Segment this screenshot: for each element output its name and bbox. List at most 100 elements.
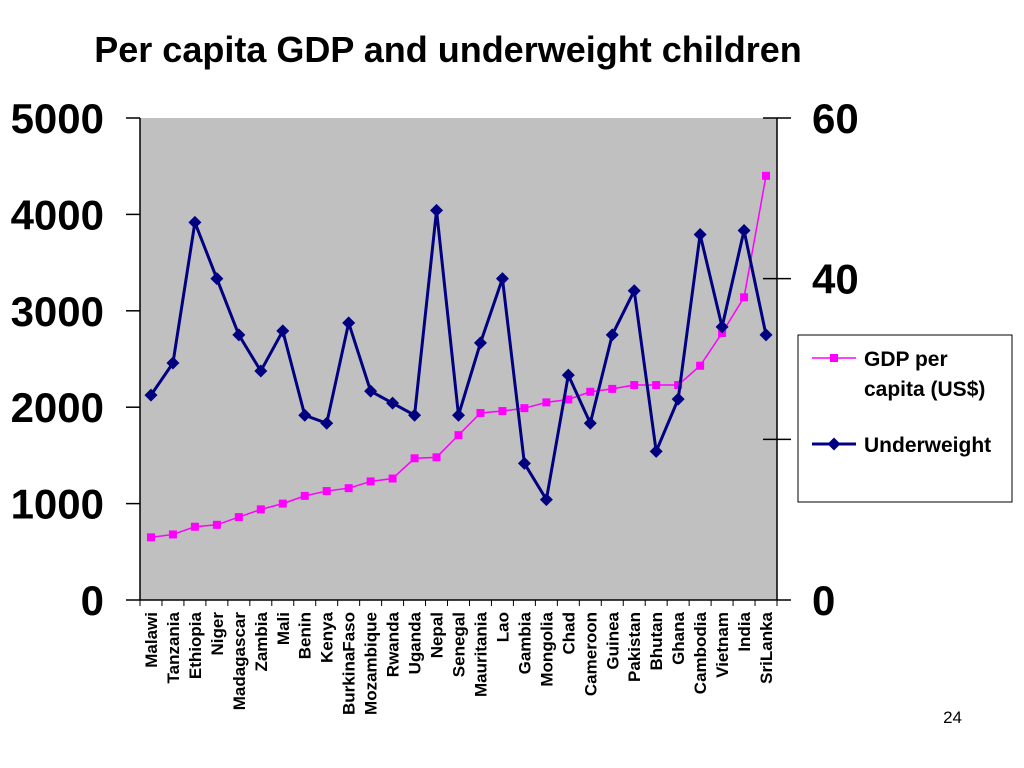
x-tick-label: SriLanka xyxy=(757,611,776,683)
x-tick-label: Uganda xyxy=(406,611,425,674)
left-tick-label: 1000 xyxy=(11,481,104,528)
x-tick-label: Senegal xyxy=(450,612,469,677)
data-point xyxy=(300,491,309,500)
data-point xyxy=(495,272,509,286)
x-tick-label: Kenya xyxy=(318,611,337,663)
x-tick-label: Lao xyxy=(493,612,512,642)
data-point xyxy=(564,395,573,404)
data-point xyxy=(322,487,331,496)
x-tick-label: Guinea xyxy=(603,611,622,669)
data-point xyxy=(166,356,180,370)
x-tick-label: Malawi xyxy=(142,612,161,668)
data-point xyxy=(410,454,419,463)
data-point xyxy=(652,381,661,390)
right-tick-label: 40 xyxy=(812,256,859,303)
data-point xyxy=(498,407,507,416)
data-point xyxy=(696,361,705,370)
data-point xyxy=(740,293,749,302)
data-point xyxy=(168,530,177,539)
data-point xyxy=(190,522,199,531)
x-tick-label: Ethiopia xyxy=(186,611,205,679)
data-point xyxy=(278,499,287,508)
data-point xyxy=(388,474,397,483)
plot-area xyxy=(140,118,777,600)
data-point xyxy=(298,408,312,422)
x-tick-label: Zambia xyxy=(252,611,271,671)
left-tick-label: 5000 xyxy=(11,95,104,142)
right-tick-label: 60 xyxy=(812,95,859,142)
data-point xyxy=(430,203,444,217)
data-point xyxy=(586,387,595,396)
left-tick-label: 3000 xyxy=(11,288,104,335)
data-point xyxy=(386,396,400,410)
data-point xyxy=(232,328,246,342)
left-tick-label: 2000 xyxy=(11,384,104,431)
data-point xyxy=(649,444,663,458)
right-axis-ticks: 0 40 60 xyxy=(763,95,859,624)
data-point xyxy=(715,320,729,334)
left-tick-label: 4000 xyxy=(11,191,104,238)
x-tick-label: Cambodia xyxy=(691,611,710,694)
chart-title: Per capita GDP and underweight children xyxy=(94,29,801,70)
data-point xyxy=(256,505,265,514)
data-point xyxy=(408,408,422,422)
data-point xyxy=(539,493,553,507)
series-diamond xyxy=(144,203,773,507)
legend-gdp-marker xyxy=(830,354,838,362)
x-tick-label: Mongolia xyxy=(537,611,556,686)
page-number: 24 xyxy=(943,708,962,727)
x-tick-label: Bhutan xyxy=(647,612,666,671)
data-point xyxy=(344,484,353,493)
x-tick-label: Madagascar xyxy=(230,612,249,711)
data-point xyxy=(476,408,485,417)
x-tick-label: Ghana xyxy=(669,611,688,664)
x-tick-label: BurkinaFaso xyxy=(340,612,359,715)
data-point xyxy=(454,431,463,440)
legend-box xyxy=(797,334,1013,503)
data-point xyxy=(693,227,707,241)
data-point xyxy=(364,384,378,398)
data-point xyxy=(212,520,221,529)
legend-underweight-label: Underweight xyxy=(864,434,991,457)
x-tick-label: Niger xyxy=(208,612,227,656)
data-point xyxy=(517,456,531,470)
data-point xyxy=(759,328,773,342)
data-point xyxy=(520,404,529,413)
left-axis-ticks: 0 1000 2000 3000 4000 5000 xyxy=(11,95,140,624)
right-tick-label: 0 xyxy=(812,577,835,624)
data-point xyxy=(605,328,619,342)
legend-underweight-marker xyxy=(827,437,841,451)
legend-gdp-label: GDP per capita (US$) xyxy=(864,348,985,401)
series-layer xyxy=(144,171,773,542)
data-point xyxy=(542,398,551,407)
data-point xyxy=(144,388,158,402)
data-point xyxy=(432,453,441,462)
x-tick-label: Rwanda xyxy=(384,611,403,677)
data-point xyxy=(146,533,155,542)
legend: GDP per capita (US$) Underweight xyxy=(797,334,1013,503)
data-point xyxy=(473,336,487,350)
x-tick-label: Cameroon xyxy=(581,612,600,696)
x-tick-label: Chad xyxy=(559,612,578,655)
data-point xyxy=(276,324,290,338)
data-point xyxy=(671,392,685,406)
x-axis-ticks: Malawi Tanzania Ethiopia Niger Madagascar Zam… xyxy=(139,600,778,715)
data-point xyxy=(583,416,597,430)
x-tick-label: Pakistan xyxy=(625,612,644,682)
x-tick-label: Vietnam xyxy=(713,612,732,678)
data-point xyxy=(674,381,683,390)
data-point xyxy=(234,513,243,522)
x-tick-label: Gambia xyxy=(515,611,534,674)
data-point xyxy=(452,408,465,422)
data-point xyxy=(627,284,641,298)
x-tick-label: Benin xyxy=(296,612,315,659)
data-point xyxy=(254,364,268,378)
data-point xyxy=(737,223,751,237)
x-tick-label: Mauritania xyxy=(471,611,490,697)
data-point xyxy=(342,316,356,330)
data-point xyxy=(561,368,575,382)
data-point xyxy=(188,215,202,229)
data-point xyxy=(210,272,224,286)
data-point xyxy=(320,416,334,430)
